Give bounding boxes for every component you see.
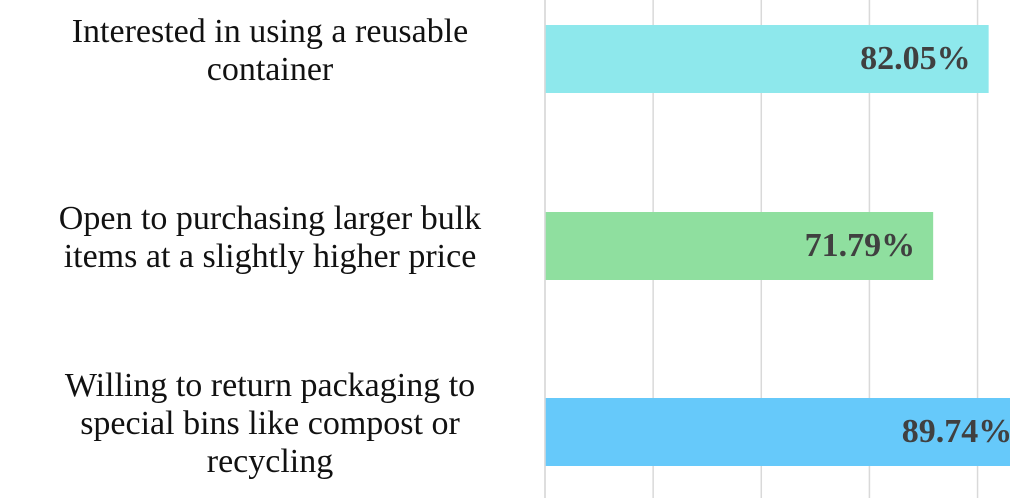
value-label: 89.74% [902,413,1010,450]
value-label: 82.05% [860,40,971,77]
bar [545,398,1010,466]
category-label: Interested in using a reusable container [71,13,469,88]
bar [545,212,934,280]
bar [545,25,989,93]
category-label: Willing to return packaging to special b… [64,367,476,480]
value-label: 71.79% [805,227,916,264]
category-label: Open to purchasing larger bulk items at … [58,200,482,275]
